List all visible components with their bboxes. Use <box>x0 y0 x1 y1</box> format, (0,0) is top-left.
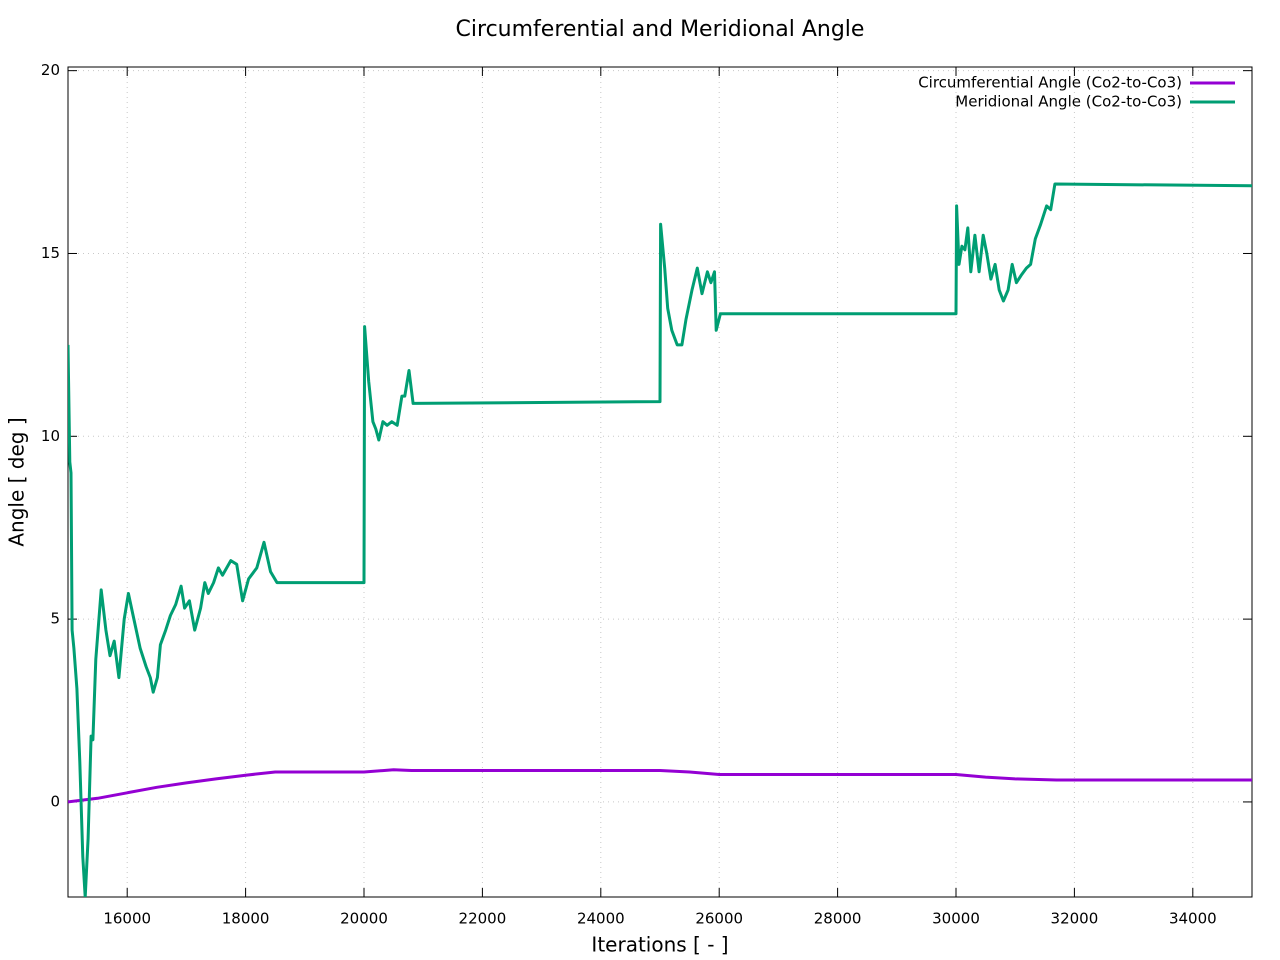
y-tick-label: 5 <box>50 610 60 628</box>
x-tick-label: 34000 <box>1169 910 1217 928</box>
plot-frame <box>67 66 1253 898</box>
y-axis-label: Angle [ deg ] <box>5 417 29 546</box>
x-tick-label: 30000 <box>932 910 980 928</box>
x-tick-label: 24000 <box>577 910 625 928</box>
legend-label: Circumferential Angle (Co2-to-Co3) <box>918 74 1182 92</box>
x-tick-label: 32000 <box>1051 910 1099 928</box>
y-tick-label: 10 <box>41 427 60 445</box>
x-tick-label: 28000 <box>814 910 862 928</box>
legend-label: Meridional Angle (Co2-to-Co3) <box>955 93 1182 111</box>
chart-title: Circumferential and Meridional Angle <box>456 17 865 42</box>
y-tick-label: 15 <box>41 244 60 262</box>
x-tick-label: 26000 <box>695 910 743 928</box>
x-axis-label: Iterations [ - ] <box>591 933 728 957</box>
y-tick-label: 0 <box>50 792 60 810</box>
x-tick-label: 18000 <box>222 910 270 928</box>
plot-area <box>68 182 1252 897</box>
series-line <box>68 182 1252 897</box>
x-tick-label: 22000 <box>459 910 507 928</box>
x-tick-label: 20000 <box>340 910 388 928</box>
x-tick-label: 16000 <box>103 910 151 928</box>
y-tick-label: 20 <box>41 61 60 79</box>
series-line <box>68 768 1252 804</box>
